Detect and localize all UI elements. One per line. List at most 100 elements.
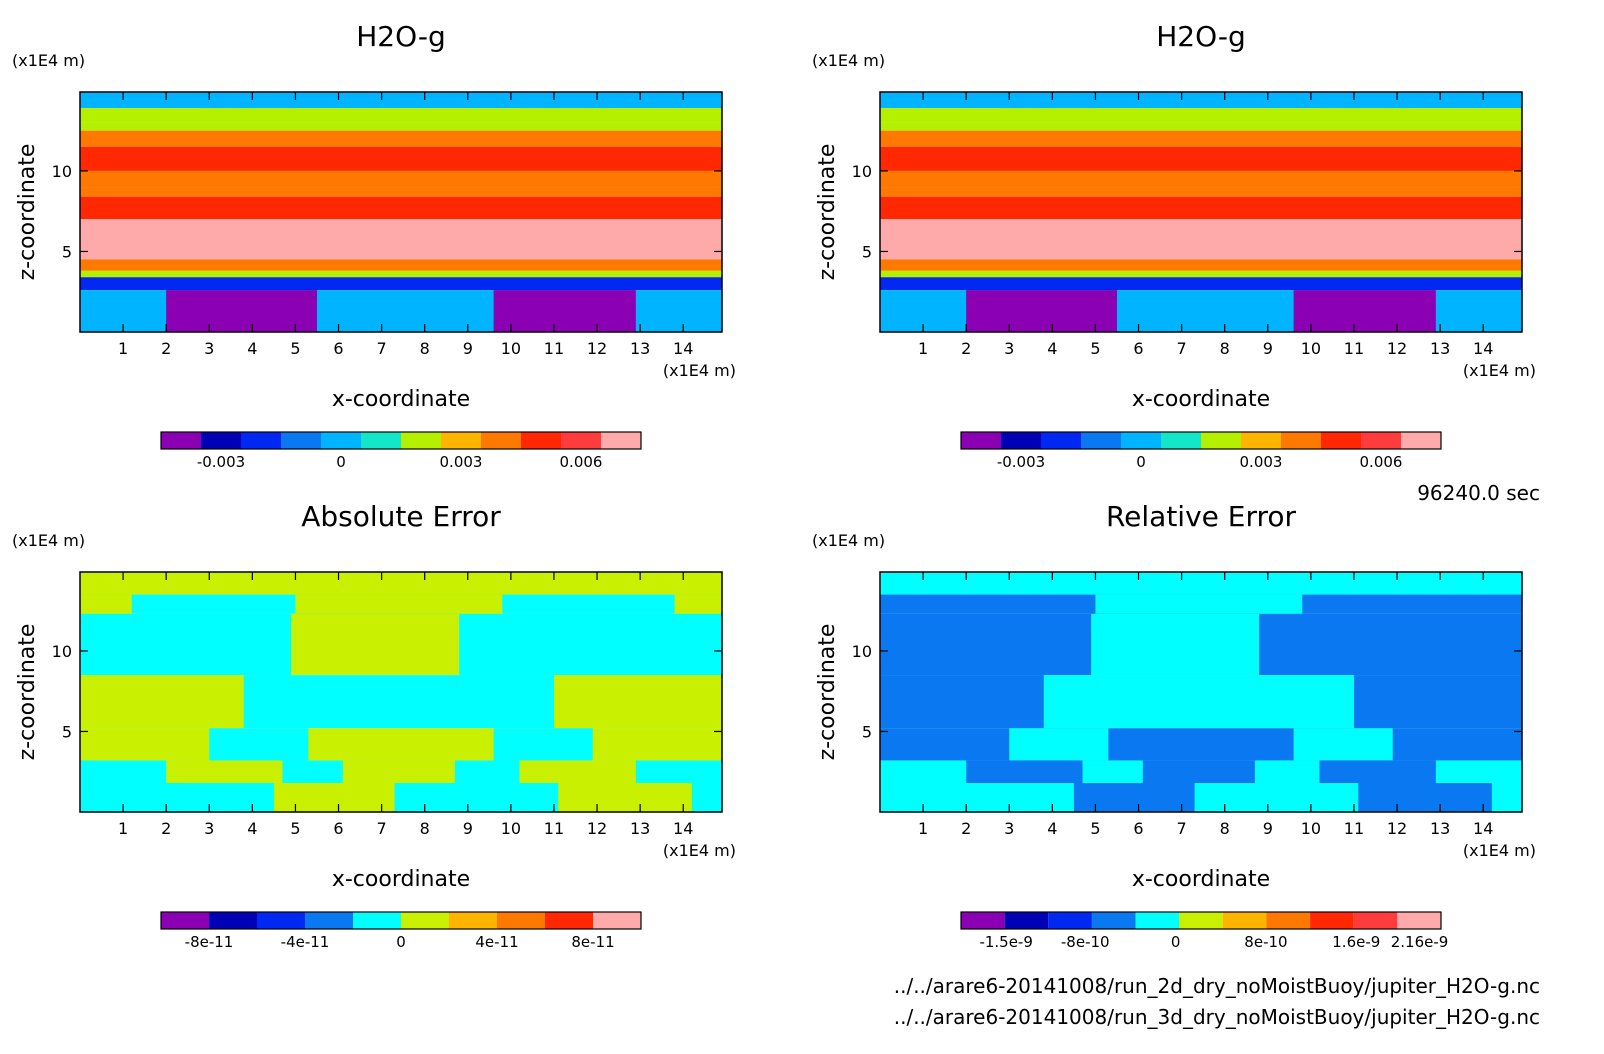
field-patch xyxy=(493,728,593,761)
x-tick-label: 14 xyxy=(673,339,693,358)
x-tick-label: 14 xyxy=(1473,819,1493,838)
y-tick-label: 5 xyxy=(62,242,72,261)
field-patch xyxy=(1353,675,1522,729)
colorbar-tick-label: 0.003 xyxy=(440,453,483,471)
colorbar-swatch xyxy=(257,912,305,929)
x-tick-label: 13 xyxy=(1430,819,1450,838)
colorbar-tick-label: -0.003 xyxy=(197,453,245,471)
field-patch xyxy=(198,92,296,109)
x-tick-label: 4 xyxy=(247,819,257,838)
x-tick-label: 10 xyxy=(1301,339,1321,358)
x-tick-label: 12 xyxy=(587,819,607,838)
colorbar-swatch xyxy=(1266,912,1311,929)
field-patch xyxy=(1319,760,1436,784)
colorbar-swatch xyxy=(521,432,561,449)
x-unit-label: (x1E4 m) xyxy=(663,841,736,860)
y-axis-label: z-coordinate xyxy=(815,144,840,281)
field-patch xyxy=(342,760,455,784)
y-tick-label: 10 xyxy=(52,642,72,661)
y-tick-label: 5 xyxy=(862,242,872,261)
field-band xyxy=(80,270,722,278)
x-tick-label: 2 xyxy=(161,819,171,838)
field-patch xyxy=(674,594,722,614)
colorbar-swatch xyxy=(1310,912,1354,929)
colorbar-swatch xyxy=(1321,432,1361,449)
field-band xyxy=(880,259,1522,271)
y-unit-label: (x1E4 m) xyxy=(12,51,85,70)
y-unit-label: (x1E4 m) xyxy=(812,51,885,70)
x-tick-label: 7 xyxy=(377,819,387,838)
x-tick-label: 9 xyxy=(463,339,473,358)
x-tick-label: 11 xyxy=(1344,819,1364,838)
colorbar-swatch xyxy=(1081,432,1121,449)
colorbar-swatch xyxy=(361,432,401,449)
colorbar-swatch xyxy=(1048,912,1092,929)
field-patch xyxy=(880,675,1044,729)
colorbar-swatch xyxy=(241,432,281,449)
colorbar-tick-label: 0.006 xyxy=(560,453,603,471)
field-band xyxy=(80,196,722,220)
colorbar-swatch xyxy=(161,912,209,929)
colorbar-swatch xyxy=(401,432,441,449)
field-patch xyxy=(1315,92,1413,109)
plot-frame xyxy=(879,91,1523,333)
plot-frame xyxy=(79,91,723,333)
field-patch xyxy=(1293,290,1436,332)
colorbar-swatch xyxy=(353,912,401,929)
y-unit-label: (x1E4 m) xyxy=(12,531,85,550)
x-tick-label: 13 xyxy=(630,339,650,358)
field-band xyxy=(80,187,722,197)
field-patch xyxy=(1358,783,1492,812)
colorbar-tick-label: -8e-10 xyxy=(1061,933,1110,951)
field-band xyxy=(80,130,722,147)
colorbar-tick-label: 8e-10 xyxy=(1244,933,1287,951)
field-band xyxy=(80,92,722,109)
colorbar-swatch xyxy=(209,912,257,929)
x-tick-label: 8 xyxy=(420,339,430,358)
x-tick-label: 12 xyxy=(1387,819,1407,838)
colorbar-swatch xyxy=(161,432,201,449)
field-patch xyxy=(1091,613,1260,676)
field-patch xyxy=(1073,783,1195,812)
field-patch xyxy=(166,760,283,784)
colorbar-frame xyxy=(160,911,642,930)
colorbar-swatch xyxy=(1361,432,1401,449)
colorbar-swatch xyxy=(201,432,241,449)
field-patch xyxy=(998,92,1096,109)
field-band xyxy=(80,728,722,761)
field-patch xyxy=(209,728,309,761)
colorbar-swatch xyxy=(497,912,545,929)
field-patch xyxy=(1293,728,1393,761)
x-tick-label: 4 xyxy=(1047,819,1057,838)
field-band xyxy=(80,219,722,260)
x-tick-label: 1 xyxy=(118,819,128,838)
field-band xyxy=(880,277,1522,291)
colorbar-swatch xyxy=(1041,432,1081,449)
colorbar-swatch xyxy=(1397,912,1441,929)
field-band xyxy=(80,572,722,595)
field-band xyxy=(80,122,722,131)
colorbar-swatch xyxy=(481,432,521,449)
chart-title: H2O-g xyxy=(356,20,446,53)
colorbar: -0.003 0 0.003 0.006 xyxy=(160,431,642,471)
x-tick-label: 6 xyxy=(1133,339,1143,358)
x-tick-label: 10 xyxy=(1301,819,1321,838)
colorbar-swatch xyxy=(545,912,593,929)
colorbar-frame xyxy=(960,911,1442,930)
plot-frame xyxy=(79,571,723,813)
x-tick-label: 7 xyxy=(1177,339,1187,358)
colorbar: -0.003 0 0.003 0.006 xyxy=(960,431,1442,471)
colorbar-swatch xyxy=(1201,432,1241,449)
field-patch xyxy=(558,783,692,812)
x-tick-label: 4 xyxy=(1047,339,1057,358)
colorbar-swatch xyxy=(305,912,353,929)
y-tick-label: 10 xyxy=(52,162,72,181)
y-tick-label: 5 xyxy=(62,722,72,741)
x-tick-label: 1 xyxy=(118,339,128,358)
x-tick-label: 5 xyxy=(1090,819,1100,838)
x-tick-label: 1 xyxy=(918,819,928,838)
x-tick-label: 12 xyxy=(1387,339,1407,358)
